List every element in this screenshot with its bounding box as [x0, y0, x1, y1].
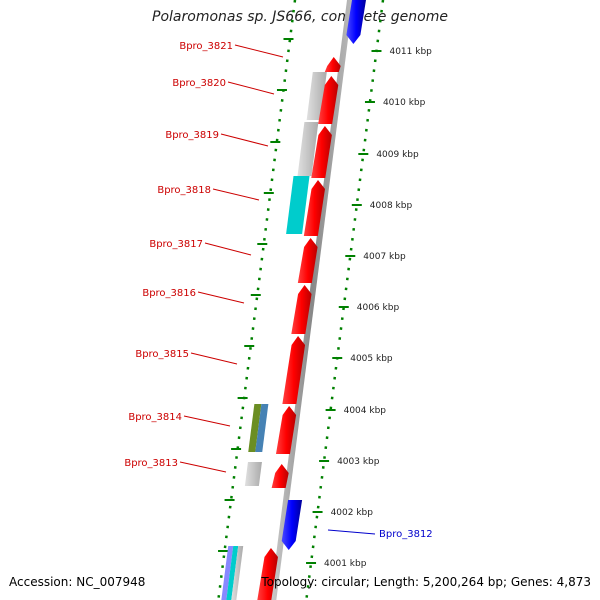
feature-block: [297, 122, 319, 176]
label-leader: [227, 81, 275, 95]
scale-label: 4002 kbp: [331, 508, 374, 518]
label-leader: [179, 461, 227, 473]
gene-label: Bpro_3815: [135, 349, 189, 360]
label-leader: [327, 529, 376, 535]
inner-scale-track: [217, 0, 297, 600]
genome-backbone: [270, 0, 353, 600]
scale-label: 4003 kbp: [337, 457, 380, 467]
gene-label: Bpro_3818: [157, 185, 211, 196]
accession-label: Accession: NC_007948: [9, 575, 146, 589]
gene-arrow-forward: [297, 238, 318, 283]
scale-label: 4006 kbp: [357, 303, 400, 313]
gene-arrow-forward: [257, 548, 278, 600]
outer-scale-track: [305, 0, 385, 600]
label-leader: [183, 415, 231, 427]
gene-arrow-forward: [275, 406, 297, 454]
feature-block: [231, 546, 244, 600]
gene-arrow-forward: [324, 57, 341, 72]
label-leader: [212, 188, 260, 201]
gene-label: Bpro_3821: [179, 41, 233, 52]
feature-block: [226, 546, 239, 600]
scale-label: 4001 kbp: [324, 559, 367, 569]
label-leader: [234, 44, 284, 58]
scale-label: 4010 kbp: [383, 98, 426, 108]
gene-label: Bpro_3814: [128, 412, 182, 423]
gene-label: Bpro_3817: [149, 239, 203, 250]
gene-label: Bpro_3813: [124, 458, 178, 469]
gene-arrow-forward: [282, 336, 306, 404]
gene-label: Bpro_3819: [165, 130, 219, 141]
gene-label: Bpro_3816: [142, 288, 196, 299]
gene-arrow-forward: [291, 285, 312, 334]
label-leader: [197, 291, 245, 304]
feature-block: [255, 404, 269, 452]
gene-arrow-reverse: [281, 500, 303, 550]
map-title: Polaromonas sp. JS666, complete genome: [152, 9, 448, 25]
feature-block: [244, 462, 262, 486]
label-leader: [204, 242, 252, 256]
scale-label: 4005 kbp: [350, 354, 393, 364]
gene-arrow-forward: [271, 464, 289, 488]
gene-label: Bpro_3812: [379, 529, 433, 540]
gene-arrow-forward: [318, 76, 339, 124]
gene-arrow-forward: [303, 180, 325, 236]
gene-arrow-reverse: [346, 0, 366, 44]
label-leader: [220, 133, 269, 147]
gene-label: Bpro_3820: [172, 78, 226, 89]
scale-label: 4008 kbp: [370, 201, 413, 211]
topology-label: Topology: circular; Length: 5,200,264 bp…: [261, 575, 591, 589]
scale-label: 4004 kbp: [344, 406, 387, 416]
scale-label: 4011 kbp: [389, 47, 432, 57]
feature-block: [286, 176, 310, 234]
feature-block: [221, 546, 234, 600]
label-leader: [190, 352, 238, 365]
scale-label: 4009 kbp: [376, 150, 419, 160]
scale-label: 4007 kbp: [363, 252, 406, 262]
gene-arrow-forward: [311, 126, 332, 178]
feature-block: [248, 404, 262, 452]
